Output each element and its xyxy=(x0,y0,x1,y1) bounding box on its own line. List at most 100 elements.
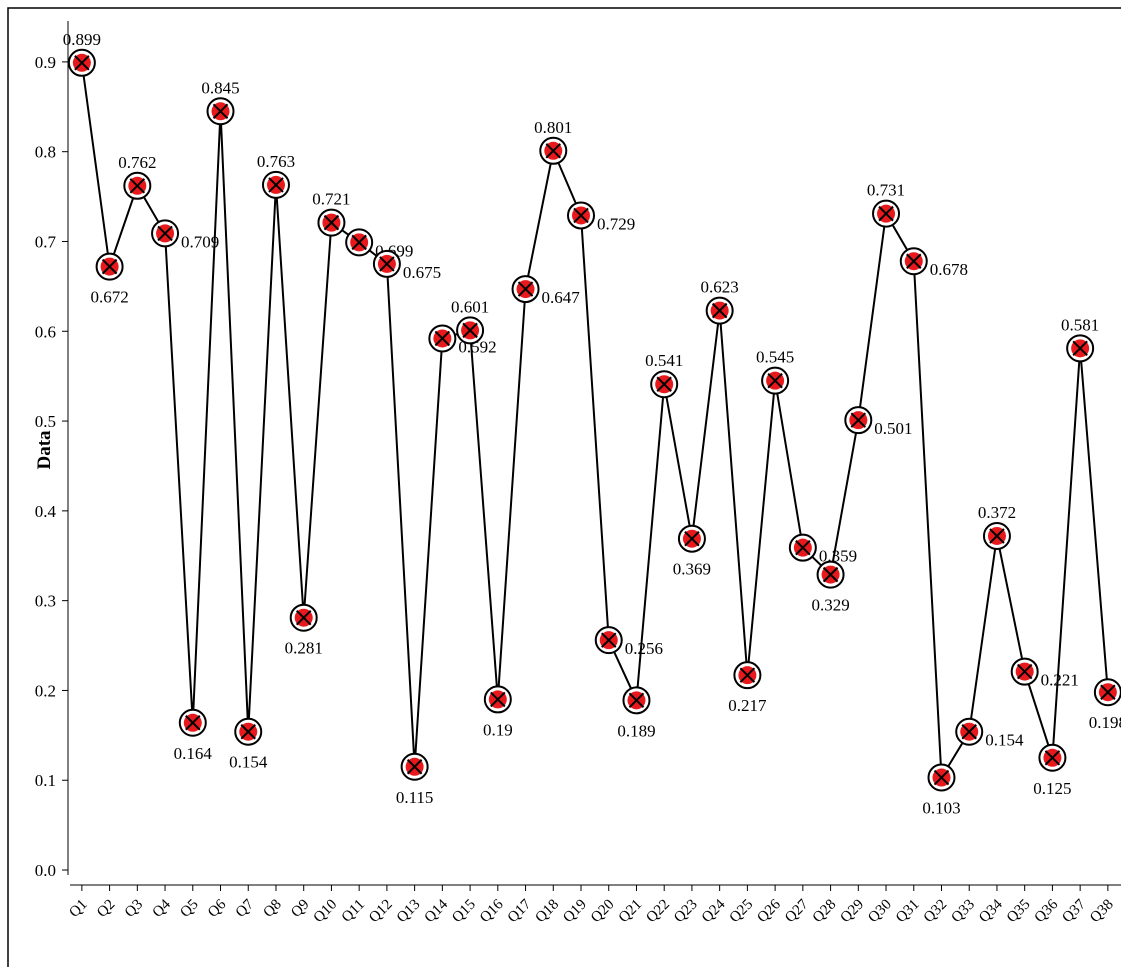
x-tick-label: Q3 xyxy=(122,897,146,921)
marker-cross xyxy=(545,143,561,159)
data-label: 0.501 xyxy=(874,419,912,438)
x-tick-label: Q16 xyxy=(477,896,507,926)
marker-cross xyxy=(573,207,589,224)
x-tick-label: Q11 xyxy=(339,897,368,926)
x-tick-label: Q2 xyxy=(94,897,118,921)
marker-cross xyxy=(628,692,645,709)
data-label: 0.256 xyxy=(625,639,663,658)
marker-cross xyxy=(739,667,756,683)
data-label: 0.19 xyxy=(483,720,513,739)
data-label: 0.217 xyxy=(728,696,767,715)
x-tick-label: Q20 xyxy=(588,897,618,927)
y-tick-label: 0.9 xyxy=(35,53,56,72)
marker-cross xyxy=(878,205,894,222)
y-tick-label: 0.6 xyxy=(35,322,56,341)
data-label: 0.369 xyxy=(673,560,711,579)
marker-cross xyxy=(74,55,90,71)
x-tick-label: Q34 xyxy=(976,896,1006,926)
x-tick-label: Q5 xyxy=(177,897,201,921)
x-tick-label: Q6 xyxy=(205,896,230,921)
data-label: 0.545 xyxy=(756,348,794,367)
x-tick-label: Q32 xyxy=(921,897,951,927)
data-label: 0.372 xyxy=(978,503,1016,522)
data-label: 0.125 xyxy=(1033,779,1071,798)
y-tick-label: 0.0 xyxy=(35,861,56,880)
marker-cross xyxy=(406,759,423,775)
x-tick-label: Q17 xyxy=(505,896,535,926)
x-tick-label: Q25 xyxy=(727,897,757,927)
x-tick-label: Q23 xyxy=(671,897,701,927)
marker-cross xyxy=(295,609,312,626)
x-tick-label: Q10 xyxy=(311,897,341,927)
y-tick-label: 0.3 xyxy=(35,592,56,611)
marker-cross xyxy=(434,330,451,347)
x-tick-label: Q35 xyxy=(1004,897,1034,927)
data-label: 0.729 xyxy=(597,214,635,233)
data-label: 0.675 xyxy=(403,263,441,282)
data-label: 0.281 xyxy=(285,639,323,658)
data-label: 0.623 xyxy=(701,278,739,297)
frame xyxy=(7,7,1121,972)
marker-cross xyxy=(684,530,700,547)
x-tick-label: Q29 xyxy=(838,897,868,927)
data-label: 0.721 xyxy=(312,190,350,209)
y-tick-label: 0.1 xyxy=(35,771,56,790)
data-label: 0.899 xyxy=(63,30,101,49)
x-tick-label: Q37 xyxy=(1059,896,1089,926)
y-axis-label: Data xyxy=(34,430,55,470)
x-tick-label: Q33 xyxy=(948,897,978,927)
marker-cross xyxy=(490,691,506,708)
data-label: 0.329 xyxy=(811,596,849,615)
marker-cross xyxy=(1044,750,1061,766)
marker-cross xyxy=(101,258,118,275)
x-tick-label: Q19 xyxy=(560,897,590,927)
data-label: 0.541 xyxy=(645,351,683,370)
marker-cross xyxy=(157,225,173,242)
x-tick-label: Q7 xyxy=(233,896,258,921)
marker-cross xyxy=(129,178,146,194)
data-label: 0.103 xyxy=(922,799,960,818)
x-tick-label: Q15 xyxy=(449,897,479,927)
data-label: 0.845 xyxy=(201,78,239,97)
marker-cross xyxy=(1100,684,1116,700)
marker-cross xyxy=(462,322,478,339)
data-label: 0.731 xyxy=(867,181,905,200)
x-tick-label: Q14 xyxy=(422,896,452,926)
x-tick-label: Q38 xyxy=(1087,897,1117,927)
marker-cross xyxy=(212,103,229,119)
data-label: 0.647 xyxy=(542,288,581,307)
data-label: 0.154 xyxy=(229,753,268,772)
marker-cross xyxy=(961,724,977,740)
marker-cross xyxy=(906,253,922,269)
marker-cross xyxy=(1072,340,1088,357)
marker-cross xyxy=(795,539,811,556)
x-tick-label: Q18 xyxy=(533,897,563,927)
x-tick-label: Q1 xyxy=(66,897,90,921)
data-label: 0.581 xyxy=(1061,315,1099,334)
marker-cross xyxy=(711,302,728,319)
marker-cross xyxy=(933,769,950,786)
marker-cross xyxy=(268,177,284,193)
data-label: 0.709 xyxy=(181,232,219,251)
x-tick-label: Q24 xyxy=(699,896,729,926)
data-label: 0.601 xyxy=(451,297,489,316)
marker-cross xyxy=(240,724,256,740)
marker-cross xyxy=(351,234,367,251)
data-label: 0.198 xyxy=(1089,713,1121,732)
data-label: 0.801 xyxy=(534,118,572,137)
x-tick-label: Q4 xyxy=(150,896,175,921)
marker-cross xyxy=(822,566,839,583)
data-label: 0.762 xyxy=(118,153,156,172)
x-tick-label: Q22 xyxy=(643,897,673,927)
data-label: 0.154 xyxy=(985,731,1024,750)
x-tick-label: Q9 xyxy=(288,897,312,921)
y-tick-label: 0.2 xyxy=(35,681,56,700)
marker-cross xyxy=(1016,663,1033,680)
marker-cross xyxy=(989,528,1005,544)
x-tick-label: Q36 xyxy=(1032,896,1062,926)
y-tick-label: 0.5 xyxy=(35,412,56,431)
x-tick-label: Q31 xyxy=(893,897,923,927)
marker-cross xyxy=(656,376,672,392)
marker-cross xyxy=(850,412,867,428)
